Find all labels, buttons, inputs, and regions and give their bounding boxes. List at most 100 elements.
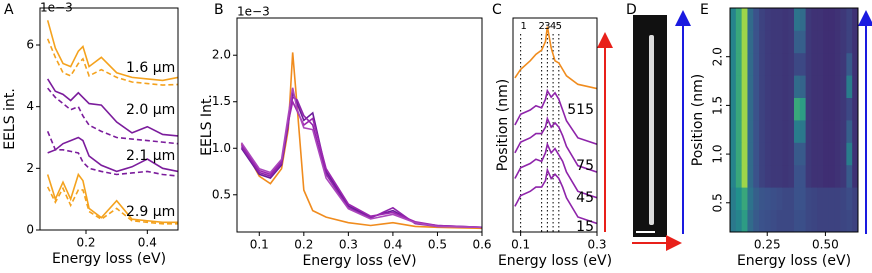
heatmap-cell <box>735 164 743 188</box>
heatmap-cell <box>759 209 766 232</box>
heatmap-cell <box>799 97 807 121</box>
panel-label: E <box>700 2 709 18</box>
heatmap-cell <box>782 75 789 98</box>
heatmap-cell <box>764 97 772 121</box>
heatmap-cell <box>770 8 777 31</box>
heatmap-cell <box>753 30 760 54</box>
heatmap-cell <box>770 30 777 54</box>
heatmap-cell <box>846 30 853 54</box>
x-tick-label: 0.4 <box>383 238 402 252</box>
heatmap-cell <box>735 120 743 143</box>
curve-annotation: 2.9 µm <box>126 204 175 220</box>
heatmap-cell <box>741 187 748 210</box>
heatmap-cell <box>805 8 812 31</box>
plot-area <box>240 52 482 230</box>
heatmap-cell <box>776 142 783 166</box>
heatmap-cell <box>741 209 748 232</box>
heatmap-cell <box>788 97 795 121</box>
y-tick-label: 1.0 <box>711 145 725 164</box>
heatmap-cell <box>823 142 830 166</box>
series-line <box>514 141 597 199</box>
heatmap-cell <box>811 164 818 188</box>
heatmap-cell <box>811 209 818 232</box>
heatmap-cell <box>764 52 772 76</box>
heatmap-cell <box>759 30 766 54</box>
heatmap-cell <box>828 8 836 31</box>
heatmap-cell <box>817 142 824 166</box>
heatmap-cell <box>770 75 777 98</box>
heatmap-cell <box>794 142 801 166</box>
heatmap-cell <box>730 209 737 232</box>
heatmap-cell <box>805 97 812 121</box>
heatmap-cell <box>753 187 760 210</box>
heatmap-cell <box>834 187 841 210</box>
heatmap-cell <box>782 142 789 166</box>
heatmap-cell <box>805 187 812 210</box>
heatmap-cell <box>834 75 841 98</box>
y-tick-label: 2.0 <box>212 48 231 62</box>
heatmap-cell <box>828 164 836 188</box>
heatmap-cell <box>741 142 748 166</box>
heatmap-cell <box>852 97 858 121</box>
heatmap-cell <box>776 120 783 143</box>
series-line <box>46 78 178 137</box>
heatmap-cell <box>799 75 807 98</box>
heatmap-cell <box>741 120 748 143</box>
heatmap-cell <box>741 97 748 121</box>
heatmap-cell <box>805 164 812 188</box>
heatmap-cell <box>782 120 789 143</box>
heatmap-cell <box>753 209 760 232</box>
y-axis-label: EELS int. <box>2 88 18 150</box>
x-tick-label: 0.2 <box>294 238 313 252</box>
heatmap-cell <box>852 30 858 54</box>
heatmap-cell <box>799 8 807 31</box>
series-line <box>46 20 178 82</box>
heatmap-cell <box>794 187 801 210</box>
series-line <box>514 116 597 173</box>
y-tick-label: 0 <box>26 223 34 237</box>
heatmap-cell <box>828 142 836 166</box>
offset-text: 1e−3 <box>237 5 270 19</box>
heatmap-cell <box>782 97 789 121</box>
heatmap-cell <box>735 30 743 54</box>
heatmap-cell <box>764 30 772 54</box>
heatmap-cell <box>840 30 847 54</box>
heatmap-cell <box>817 187 824 210</box>
heatmap-cell <box>741 8 748 31</box>
heatmap-cell <box>828 120 836 143</box>
heatmap-cell <box>753 120 760 143</box>
heatmap-cell <box>828 75 836 98</box>
heatmap-cell <box>747 187 754 210</box>
heatmap-cell <box>782 8 789 31</box>
heatmap-cell <box>753 52 760 76</box>
heatmap-cell <box>834 142 841 166</box>
series-line <box>46 172 178 224</box>
series-line <box>240 99 482 229</box>
heatmap-cell <box>753 97 760 121</box>
peak-label: 2 <box>538 21 544 32</box>
heatmap-cell <box>788 164 795 188</box>
series-line <box>240 95 482 229</box>
heatmap-cell <box>782 164 789 188</box>
heatmap-cell <box>759 8 766 31</box>
y-tick-label: 0.5 <box>711 193 725 212</box>
y-tick-label: 2 <box>26 161 34 175</box>
x-tick-label: 0.2 <box>76 236 95 250</box>
y-tick-label: 0.5 <box>212 187 231 201</box>
peak-label: 3 <box>544 21 550 32</box>
heatmap-cell <box>834 164 841 188</box>
heatmap-cell <box>776 164 783 188</box>
heatmap-cell <box>753 142 760 166</box>
heatmap-cell <box>776 209 783 232</box>
heatmap-cell <box>846 75 853 98</box>
heatmap-cell <box>747 8 754 31</box>
heatmap-cell <box>811 8 818 31</box>
heatmap-cell <box>811 75 818 98</box>
heatmap-cell <box>805 75 812 98</box>
heatmap-cell <box>799 30 807 54</box>
heatmap-cell <box>817 120 824 143</box>
heatmap-cell <box>764 187 772 210</box>
curve-annotation: 515 <box>567 102 594 118</box>
heatmap-cell <box>747 120 754 143</box>
heatmap-cell <box>852 120 858 143</box>
